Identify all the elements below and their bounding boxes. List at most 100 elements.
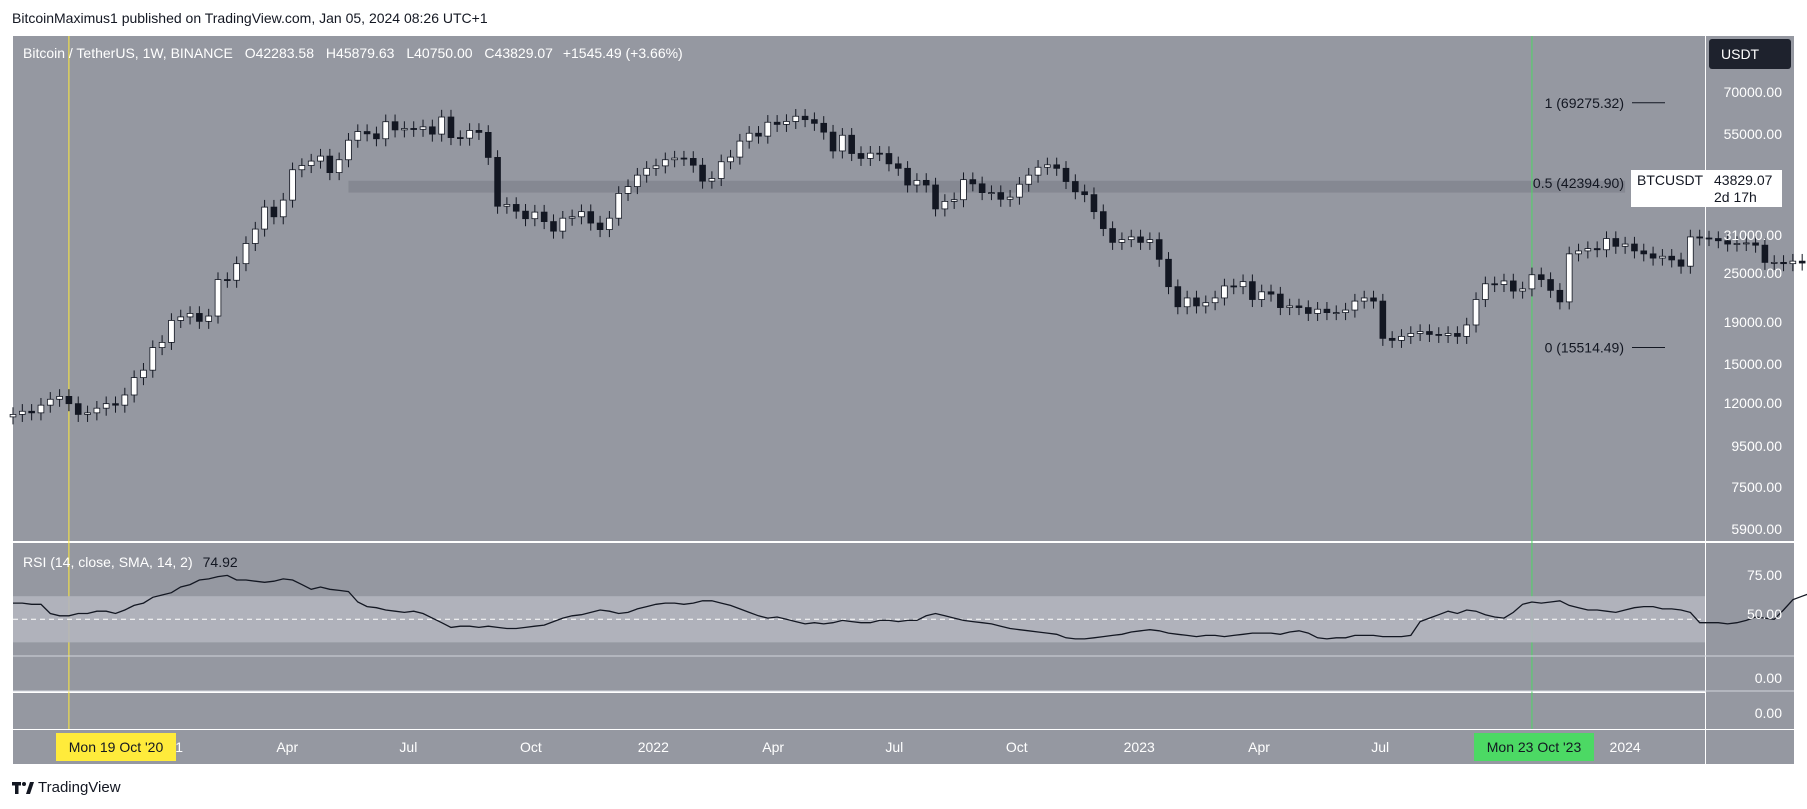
candle[interactable] [74,396,82,422]
candle[interactable] [867,145,874,166]
time-axis[interactable] [13,730,1705,764]
candle[interactable] [1193,290,1200,314]
candle[interactable] [37,397,45,421]
candle[interactable] [1677,252,1685,274]
candle[interactable] [1342,302,1349,321]
candle[interactable] [186,306,194,325]
candle[interactable] [438,109,445,142]
candle[interactable] [401,121,408,138]
candle[interactable] [1388,331,1396,348]
candle[interactable] [1668,249,1676,268]
candle[interactable] [457,130,464,146]
price-axis[interactable] [1706,36,1794,541]
candle[interactable] [1752,235,1759,253]
candle[interactable] [1044,157,1051,175]
candle[interactable] [839,128,846,159]
candle[interactable] [1332,305,1340,321]
candle[interactable] [550,214,557,239]
candle[interactable] [941,194,949,217]
candle[interactable] [466,123,473,146]
candle[interactable] [1510,273,1517,299]
candle[interactable] [1621,236,1629,254]
candle[interactable] [1556,283,1564,310]
candle[interactable] [140,362,147,386]
candle[interactable] [1649,246,1657,266]
candle[interactable] [102,396,110,416]
candle[interactable] [1230,278,1238,295]
candle[interactable] [279,192,287,225]
candle[interactable] [1696,229,1703,246]
candle[interactable] [419,119,427,137]
candle[interactable] [801,109,809,128]
candle[interactable] [820,116,828,140]
candle[interactable] [1659,249,1666,266]
candle[interactable] [112,396,119,413]
candle[interactable] [1426,324,1433,342]
candle[interactable] [811,112,818,131]
candle[interactable] [997,185,1005,207]
candle[interactable] [345,133,352,168]
candle[interactable] [447,109,455,146]
candle[interactable] [224,272,231,288]
candle[interactable] [643,161,650,183]
candle[interactable] [1118,232,1126,250]
candle[interactable] [1127,229,1135,248]
candle[interactable] [969,172,977,192]
candle[interactable] [1724,233,1731,252]
candle[interactable] [121,387,129,413]
candle[interactable] [1500,273,1508,293]
candle[interactable] [1267,284,1275,302]
candle[interactable] [1761,237,1769,270]
candle[interactable] [1025,167,1033,192]
candle[interactable] [354,124,362,148]
candle[interactable] [1221,278,1228,306]
candle[interactable] [1528,267,1536,297]
candle[interactable] [1687,229,1694,274]
candle[interactable] [1789,253,1797,272]
candle[interactable] [1537,267,1545,288]
tradingview-logo[interactable]: TradingView [12,779,121,796]
candle[interactable] [335,152,343,181]
candle[interactable] [1053,157,1060,176]
candle[interactable] [1416,324,1424,341]
candle[interactable] [876,145,883,162]
candle[interactable] [596,215,604,238]
candle[interactable] [1640,243,1648,262]
candle[interactable] [1379,293,1387,346]
candle[interactable] [624,179,632,201]
candle[interactable] [783,114,790,132]
candle[interactable] [1277,286,1284,316]
candle[interactable] [578,204,585,225]
candle[interactable] [1565,246,1573,310]
candle[interactable] [1705,230,1713,247]
candle[interactable] [1360,290,1368,309]
resistance-zone[interactable] [348,180,1626,193]
rsi-axis[interactable] [1706,543,1794,729]
candle[interactable] [1482,276,1489,308]
candle[interactable] [391,114,399,138]
candle[interactable] [662,152,669,174]
candle[interactable] [1398,329,1405,348]
candle[interactable] [829,124,837,159]
candle[interactable] [251,221,259,252]
candle[interactable] [317,148,324,169]
candle[interactable] [1062,161,1070,190]
candle[interactable] [1258,284,1265,308]
candle[interactable] [1491,276,1498,293]
candle[interactable] [1109,221,1116,250]
candle[interactable] [680,150,688,166]
candle[interactable] [717,154,725,187]
candle[interactable] [1603,231,1610,258]
candle[interactable] [1072,174,1079,200]
candle[interactable] [745,126,753,149]
candle[interactable] [904,161,911,193]
candle[interactable] [699,157,706,189]
candle[interactable] [1034,160,1042,183]
candle[interactable] [326,148,334,181]
candle[interactable] [512,197,520,219]
candle[interactable] [261,199,268,237]
candle[interactable] [168,313,175,350]
candle[interactable] [93,400,101,421]
candle[interactable] [1249,274,1256,308]
